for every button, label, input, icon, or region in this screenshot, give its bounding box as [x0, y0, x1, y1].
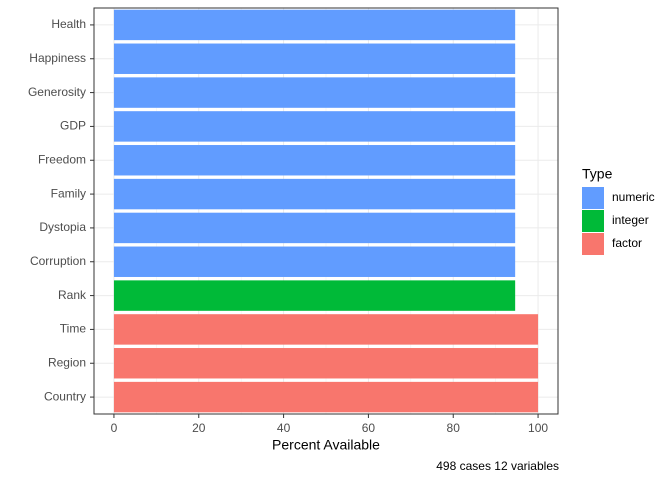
x-tick-label: 40	[277, 421, 291, 435]
bar	[113, 246, 516, 277]
legend-swatch	[582, 210, 604, 232]
y-tick-label: Freedom	[38, 152, 86, 166]
legend-label: integer	[612, 213, 649, 227]
bar	[113, 178, 516, 210]
x-tick-label: 60	[362, 421, 376, 435]
y-tick-label: Rank	[58, 288, 87, 302]
y-tick-label: Happiness	[29, 51, 86, 65]
y-tick-label: Region	[48, 355, 86, 369]
bar	[113, 111, 516, 142]
bar	[113, 9, 516, 41]
x-tick-label: 20	[192, 421, 206, 435]
y-tick-label: Dystopia	[39, 220, 86, 234]
y-tick-label: GDP	[60, 119, 86, 133]
y-tick-label: Country	[44, 389, 86, 403]
bar	[113, 314, 539, 345]
bar	[113, 381, 539, 413]
caption: 498 cases 12 variables	[436, 459, 559, 473]
bar	[113, 348, 539, 379]
legend-title: Type	[582, 166, 613, 182]
bar	[113, 212, 516, 244]
bar	[113, 280, 516, 311]
legend-swatch	[582, 187, 604, 209]
y-tick-label: Family	[51, 186, 86, 200]
panel-border	[93, 7, 559, 415]
y-tick-label: Health	[51, 17, 86, 31]
y-tick-label: Generosity	[28, 85, 86, 99]
bar	[113, 77, 516, 108]
y-tick-label: Time	[60, 322, 87, 336]
legend-swatch	[582, 233, 604, 255]
legend-label: numeric	[612, 190, 655, 204]
y-tick-label: Corruption	[30, 254, 86, 268]
bar	[113, 43, 516, 74]
bar	[113, 145, 516, 176]
x-tick-label: 100	[528, 421, 548, 435]
x-tick-label: 0	[111, 421, 118, 435]
x-axis-label: Percent Available	[272, 437, 380, 453]
x-tick-label: 80	[447, 421, 461, 435]
legend-label: factor	[612, 236, 642, 250]
